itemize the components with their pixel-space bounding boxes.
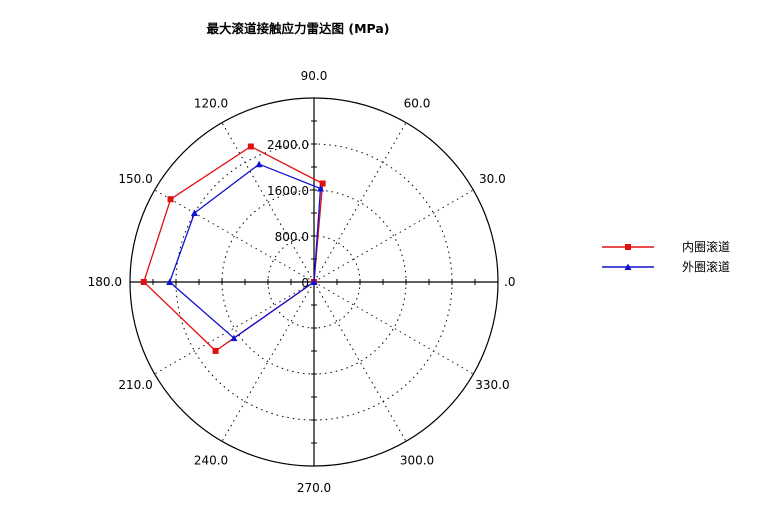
legend-label: 内圈滚道 [682,239,730,254]
data-point [167,196,174,203]
data-point [230,334,238,342]
angle-tick-label: 180.0 [88,275,122,289]
data-point [317,185,325,192]
angle-tick-label: 330.0 [475,378,509,392]
angle-tick-label: 30.0 [479,172,506,186]
radial-tick-label: 0 [301,276,309,290]
angle-tick-label: .0 [504,275,515,289]
data-point [140,279,147,285]
data-point [247,143,254,150]
data-point [310,278,318,285]
angle-tick-label: 300.0 [400,453,434,467]
angle-tick-label: 270.0 [297,481,331,495]
data-point [255,160,263,168]
radial-tick-label: 1600.0 [267,184,309,198]
data-point [166,278,174,285]
legend-label: 外圈滚道 [682,259,730,274]
legend-marker [624,263,632,270]
radial-tick-label: 800.0 [275,230,309,244]
grid-spoke [221,281,315,442]
series-line [143,145,324,352]
series-layer [140,143,326,354]
legend-marker [625,244,631,250]
grid-spoke [154,281,315,375]
data-point [319,180,326,187]
angle-tick-label: 90.0 [301,69,328,83]
grid-spoke [313,122,407,283]
angle-tick-label: 60.0 [404,97,431,111]
data-point [190,209,198,216]
angle-tick-label: 120.0 [194,97,228,111]
angle-tick-label: 240.0 [194,453,228,467]
data-point [212,347,219,354]
radial-tick-label: 2400.0 [267,138,309,152]
grid-spoke [313,281,474,375]
grid-spoke [313,281,407,442]
chart-title: 最大滚道接触应力雷达图 (MPa) [207,21,390,36]
angle-tick-label: 210.0 [118,378,152,392]
label-layer: .0 30.0 60.0 90.0 120.0 150.0 180.0 210.0 240.0 2… [88,69,516,495]
angle-tick-label: 150.0 [118,172,152,186]
